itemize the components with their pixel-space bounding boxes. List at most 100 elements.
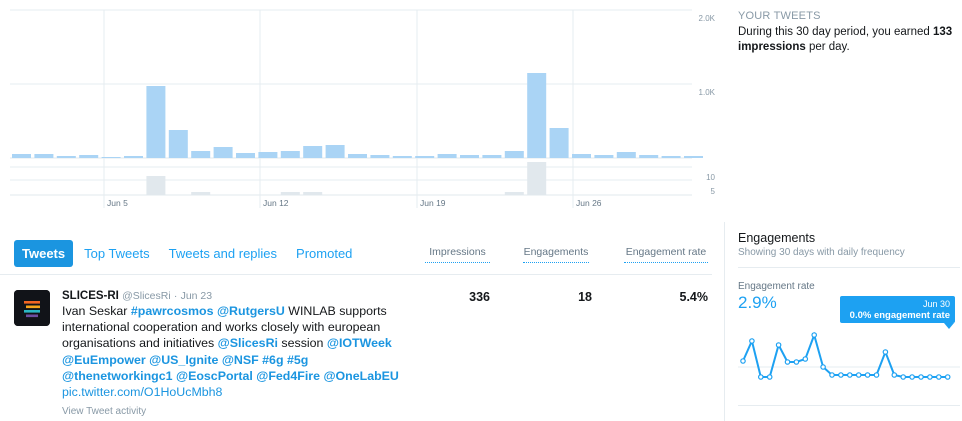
column-engagement-rate[interactable]: Engagement rate (624, 246, 708, 263)
mention-link[interactable]: @SlicesRi (217, 336, 278, 351)
impressions-bars (12, 73, 703, 158)
column-headers: Impressions Engagements Engagement rate (420, 246, 710, 266)
mention-link[interactable]: @RutgersU (216, 304, 285, 318)
impressions-bar (460, 155, 479, 158)
engagements-panel: Engagements Showing 30 days with daily f… (738, 231, 960, 258)
tweet-text-segment: Ivan Seskar (62, 304, 131, 318)
x-tick-label: Jun 12 (263, 198, 289, 208)
lower-bars (146, 162, 547, 195)
engagement-tooltip: Jun 30 0.0% engagement rate (840, 296, 955, 323)
impressions-bar (280, 151, 300, 158)
engagement-rate-label: Engagement rate (738, 281, 815, 292)
divider (738, 405, 960, 406)
impressions-bar (504, 151, 524, 158)
media-link[interactable]: pic.twitter.com/O1HoUcMbh8 (62, 385, 223, 400)
mention-link[interactable]: @US_Ignite (149, 352, 219, 367)
tweet-date[interactable]: Jun 23 (180, 290, 213, 302)
tab-tweets[interactable]: Tweets (14, 240, 74, 267)
tweet-tabs: Tweets Top Tweets Tweets and replies Pro… (14, 240, 363, 267)
engagement-point (811, 332, 818, 338)
impressions-bar (124, 156, 143, 158)
impressions-bar (594, 155, 614, 158)
engagement-point (864, 372, 871, 378)
impressions-bar (79, 155, 99, 158)
engagement-point (909, 374, 915, 380)
mention-link[interactable]: @EuEmpower (62, 352, 146, 367)
impressions-bar (34, 154, 54, 158)
lower-bar (146, 176, 166, 195)
engagement-point (918, 374, 924, 380)
tweets-summary: YOUR TWEETS During this 30 day period, y… (738, 10, 960, 55)
engagement-rate-chart (738, 331, 960, 380)
engagement-point (820, 364, 826, 370)
impressions-bar (303, 146, 323, 158)
lower-tick-label: 5 (711, 187, 716, 196)
engagement-line (740, 331, 951, 380)
mention-link[interactable]: @Fed4Fire (256, 368, 320, 383)
engagement-point (757, 374, 764, 380)
lower-bar (280, 192, 300, 195)
summary-text-before: During this 30 day period, you earned (738, 26, 930, 38)
impressions-bar (616, 152, 636, 158)
impressions-bar (146, 86, 166, 158)
x-tick-label: Jun 5 (107, 198, 128, 208)
engagement-point (784, 359, 791, 365)
lower-bar (303, 192, 323, 195)
tooltip-value: 0.0% engagement rate (849, 310, 950, 321)
engagement-rate-value: 2.9% (738, 293, 777, 312)
impressions-bar (325, 145, 345, 158)
tab-tweets-and-replies[interactable]: Tweets and replies (168, 246, 278, 261)
impressions-bar (639, 155, 659, 158)
impressions-bar (370, 155, 390, 158)
impressions-bar (572, 154, 591, 158)
tweet-impressions: 336 (469, 290, 490, 304)
impressions-bar (437, 154, 457, 158)
mention-link[interactable]: @OneLabEU (323, 368, 399, 383)
impressions-bar (56, 156, 76, 158)
impressions-bar (661, 156, 681, 158)
tab-top-tweets[interactable]: Top Tweets (84, 246, 150, 261)
mention-link[interactable]: @IOTWeek (326, 336, 392, 351)
column-impressions[interactable]: Impressions (425, 246, 490, 263)
summary-title: YOUR TWEETS (738, 10, 821, 22)
engagement-line-path (742, 331, 948, 378)
engagement-point (749, 338, 755, 344)
tweet-text: Ivan Seskar #pawrcosmos @RutgersU WINLAB… (62, 303, 407, 400)
engagement-point (936, 374, 942, 380)
mention-link[interactable]: @EoscPortal (176, 368, 253, 383)
tweet-author-name[interactable]: SLICES-RI (62, 290, 119, 302)
tab-promoted[interactable]: Promoted (296, 246, 353, 261)
impressions-bar (236, 153, 255, 158)
summary-text-after: per day. (808, 41, 850, 53)
tweet-text-segment: WINLAB supports international cooperatio… (62, 304, 387, 351)
divider (724, 222, 725, 421)
impressions-bar (168, 130, 188, 158)
tweet-author-handle[interactable]: @SlicesRi (122, 290, 171, 302)
impressions-bar (392, 156, 412, 158)
engagement-point (944, 374, 951, 380)
engagement-point (775, 342, 782, 348)
engagement-point (900, 374, 907, 380)
engagement-point (927, 374, 933, 380)
divider (0, 274, 712, 275)
hashtag-link[interactable]: #pawrcosmos (130, 304, 214, 318)
lower-bar (504, 192, 524, 195)
engagement-point (740, 358, 746, 364)
avatar[interactable] (14, 290, 50, 326)
tweet-header: SLICES-RI @SlicesRi · Jun 23 (62, 290, 407, 302)
view-tweet-activity-link[interactable]: View Tweet activity (62, 406, 147, 418)
tweet-body: SLICES-RI @SlicesRi · Jun 23 Ivan Seskar… (62, 290, 407, 417)
engagement-point (891, 372, 898, 378)
impressions-bar (213, 147, 233, 158)
column-engagements[interactable]: Engagements (523, 246, 589, 263)
hashtag-link[interactable]: #5g (286, 352, 309, 367)
impressions-bar (101, 157, 121, 158)
lower-bar (527, 162, 547, 195)
mention-link[interactable]: @thenetworkingc1 (62, 368, 173, 383)
hashtag-link[interactable]: #6g (262, 352, 284, 367)
engagement-point (855, 372, 862, 378)
mention-link[interactable]: @NSF (221, 352, 259, 367)
x-tick-label: Jun 26 (576, 198, 602, 208)
summary-text: During this 30 day period, you earned 13… (738, 25, 960, 55)
tweet-separator: · (173, 290, 178, 302)
